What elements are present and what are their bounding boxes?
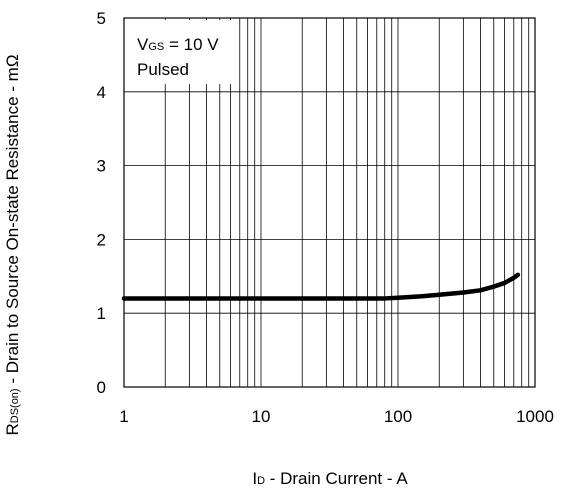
x-axis-title-main: I: [252, 469, 257, 488]
y-tick-label: 0: [97, 378, 106, 397]
y-axis-title-subscript: DS(on): [9, 388, 21, 423]
y-tick-label: 4: [97, 83, 106, 102]
y-axis-title-main: R: [3, 423, 22, 435]
y-axis-title-rest: - Drain to Source On-state Resistance - …: [3, 54, 22, 388]
x-axis-title-subscript: D: [257, 475, 265, 487]
x-tick-label: 10: [252, 407, 271, 426]
y-tick-label: 1: [97, 304, 106, 323]
vgs-symbol: V: [137, 35, 149, 54]
y-tick-label: 2: [97, 230, 106, 249]
vgs-value: = 10 V: [164, 35, 219, 54]
y-tick-label: 5: [97, 9, 106, 28]
x-axis-title-rest: - Drain Current - A: [265, 469, 408, 488]
x-tick-labels: 1 10 100 1000: [119, 407, 554, 426]
grid: [124, 18, 535, 387]
x-tick-label: 1000: [516, 407, 554, 426]
vgs-subscript: GS: [148, 41, 164, 53]
y-tick-label: 3: [97, 157, 106, 176]
y-axis-title: RDS(on) - Drain to Source On-state Resis…: [3, 54, 22, 435]
y-tick-labels: 0 1 2 3 4 5: [97, 9, 106, 397]
x-axis-title: ID - Drain Current - A: [252, 469, 408, 488]
x-tick-label: 100: [384, 407, 412, 426]
annotation-box: [126, 20, 238, 84]
x-tick-label: 1: [119, 407, 128, 426]
plot-frame: [123, 17, 536, 388]
series-line: [121, 272, 521, 301]
annotation-line-1: VGS = 10 V: [137, 35, 219, 54]
annotation-line-2: Pulsed: [137, 60, 189, 79]
